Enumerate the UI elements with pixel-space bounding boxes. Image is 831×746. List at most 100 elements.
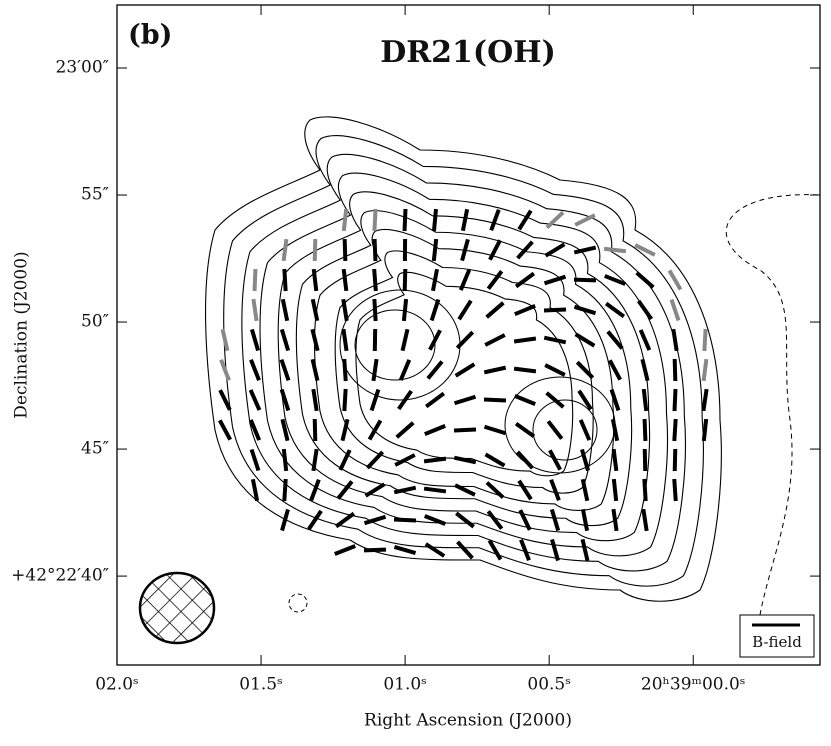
vector	[704, 359, 707, 381]
vector	[643, 509, 646, 531]
vector	[518, 242, 533, 258]
contour	[356, 272, 573, 475]
vector	[637, 273, 654, 287]
vector	[364, 517, 385, 523]
vector	[433, 269, 437, 291]
vector	[516, 424, 534, 437]
vector	[515, 396, 535, 404]
vector	[335, 546, 355, 554]
vector	[484, 400, 506, 401]
vector	[519, 481, 531, 499]
vector	[614, 479, 616, 501]
vector	[425, 426, 445, 434]
y-tick-label: 50″	[81, 312, 109, 332]
vector	[514, 339, 536, 342]
vector	[491, 210, 499, 231]
vector	[704, 419, 706, 441]
vector	[644, 389, 646, 411]
vector	[255, 269, 256, 291]
vector	[314, 269, 317, 291]
vector	[577, 362, 593, 378]
vector	[312, 329, 317, 350]
vector	[343, 299, 347, 321]
vector	[313, 299, 318, 321]
vector	[671, 300, 678, 321]
vector	[514, 369, 536, 372]
vector	[394, 519, 416, 520]
vector	[674, 419, 675, 441]
y-tick-label: 55″	[81, 185, 109, 205]
y-tick-label: +42°22′40″	[11, 566, 109, 586]
vector	[373, 359, 376, 381]
vector	[251, 390, 260, 410]
vector	[344, 359, 345, 381]
vector	[424, 489, 446, 492]
vector	[284, 479, 285, 501]
vector	[548, 421, 561, 438]
vector	[454, 397, 475, 404]
vector	[344, 269, 347, 291]
vector	[583, 509, 587, 531]
vector	[454, 430, 476, 431]
vector	[575, 215, 595, 225]
vector	[394, 488, 416, 493]
vector	[515, 306, 535, 314]
vector	[463, 209, 467, 231]
vector	[484, 368, 505, 373]
vector	[282, 509, 288, 530]
vector	[313, 389, 316, 411]
vector	[644, 479, 645, 501]
vector	[281, 360, 288, 381]
x-tick-label: 00.5ˢ	[527, 675, 571, 695]
vector	[284, 269, 285, 291]
y-tick-label: 23′00″	[56, 58, 109, 78]
vector	[458, 542, 473, 558]
vector	[315, 419, 316, 441]
vector	[583, 479, 588, 501]
vector	[641, 330, 650, 350]
vector	[550, 450, 560, 469]
vector	[574, 280, 596, 281]
vector	[345, 239, 346, 261]
x-axis-label: Right Ascension (J2000)	[364, 711, 572, 731]
vector	[374, 209, 375, 231]
vector	[673, 329, 676, 351]
vector	[364, 550, 386, 551]
vector	[397, 423, 413, 438]
vector	[487, 483, 503, 498]
vector	[315, 239, 316, 261]
vector	[485, 335, 505, 345]
x-tick-label: 01.0ˢ	[383, 675, 427, 695]
vector	[456, 364, 475, 376]
contour	[355, 310, 435, 380]
vector	[284, 239, 287, 261]
vector	[336, 513, 354, 526]
vector	[544, 338, 566, 343]
vector	[403, 329, 408, 350]
y-tick-label: 45″	[81, 439, 109, 459]
vector	[426, 393, 444, 406]
vector	[311, 480, 319, 501]
vector	[581, 420, 590, 440]
vector	[252, 450, 259, 471]
beam	[140, 573, 214, 643]
vector	[426, 544, 444, 556]
vector	[283, 299, 287, 321]
vector	[313, 449, 316, 471]
vector	[309, 511, 321, 529]
x-tick-label: 01.5ˢ	[239, 675, 283, 695]
vector	[424, 459, 446, 462]
vector	[394, 547, 415, 553]
vector	[583, 539, 588, 560]
vector	[459, 301, 471, 320]
vector	[344, 209, 346, 231]
vector	[372, 390, 379, 411]
vector	[546, 244, 565, 255]
vector	[642, 359, 647, 380]
vector	[405, 209, 406, 231]
vector	[704, 329, 705, 351]
vector	[374, 299, 375, 321]
vector	[367, 452, 382, 468]
panel-label: (b)	[128, 20, 172, 51]
